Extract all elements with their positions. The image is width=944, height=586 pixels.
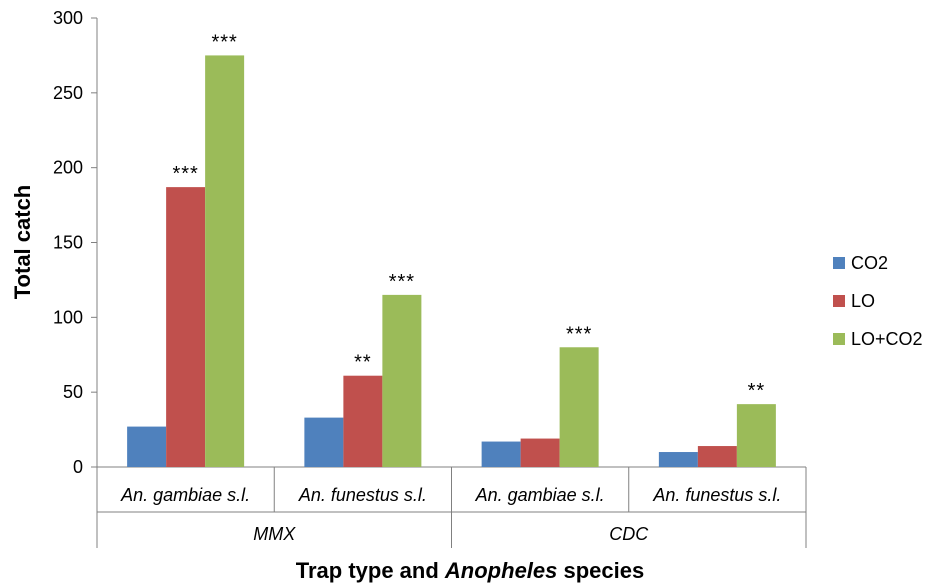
bar-co2 [127,426,167,467]
legend-label: LO+CO2 [851,329,923,349]
y-tick-label: 0 [73,457,83,477]
x-axis-title-end: species [557,558,644,583]
bar-lo-co2 [559,347,599,467]
legend: CO2 LO LO+CO2 [833,253,923,349]
bar-lo-co2 [382,294,422,467]
significance-label: ** [748,380,766,402]
legend-swatch [833,295,845,307]
axes: 0 50 100 150 200 250 300 [53,8,807,548]
significance-label: *** [566,323,592,345]
legend-label: CO2 [851,253,888,273]
y-tick-label: 100 [53,307,83,327]
x-axis-title-genus: Anopheles [444,558,557,583]
y-tick-label: 250 [53,83,83,103]
bars [127,55,776,468]
x-axis-title-start: Trap type and [296,558,445,583]
significance-label: ** [354,352,372,374]
category-label: An. funestus s.l. [298,485,427,505]
category-label: An. funestus s.l. [652,485,781,505]
group-label: MMX [253,524,296,544]
significance-label: *** [389,271,415,293]
y-tick-label: 200 [53,158,83,178]
category-label: An. gambiae s.l. [475,485,605,505]
legend-label: LO [851,291,875,311]
bar-lo [520,438,560,467]
bar-lo-co2 [736,404,776,467]
bar-co2 [481,441,521,467]
y-tick-label: 300 [53,8,83,28]
labels: An. gambiae s.l. An. funestus s.l. An. gam… [120,31,781,544]
legend-swatch [833,257,845,269]
y-tick-label: 150 [53,233,83,253]
y-tick-label: 50 [63,382,83,402]
bar-co2 [658,452,698,467]
bar-lo [697,446,737,467]
bar-lo [343,375,383,467]
group-label: CDC [609,524,649,544]
significance-label: *** [172,163,198,185]
bar-lo-co2 [205,55,245,468]
legend-swatch [833,333,845,345]
bar-co2 [304,417,344,467]
category-label: An. gambiae s.l. [120,485,250,505]
bar-lo [166,187,206,467]
significance-label: *** [211,31,237,53]
x-axis-title: Trap type and Anopheles species [296,558,644,583]
y-axis-title: Total catch [10,185,35,300]
